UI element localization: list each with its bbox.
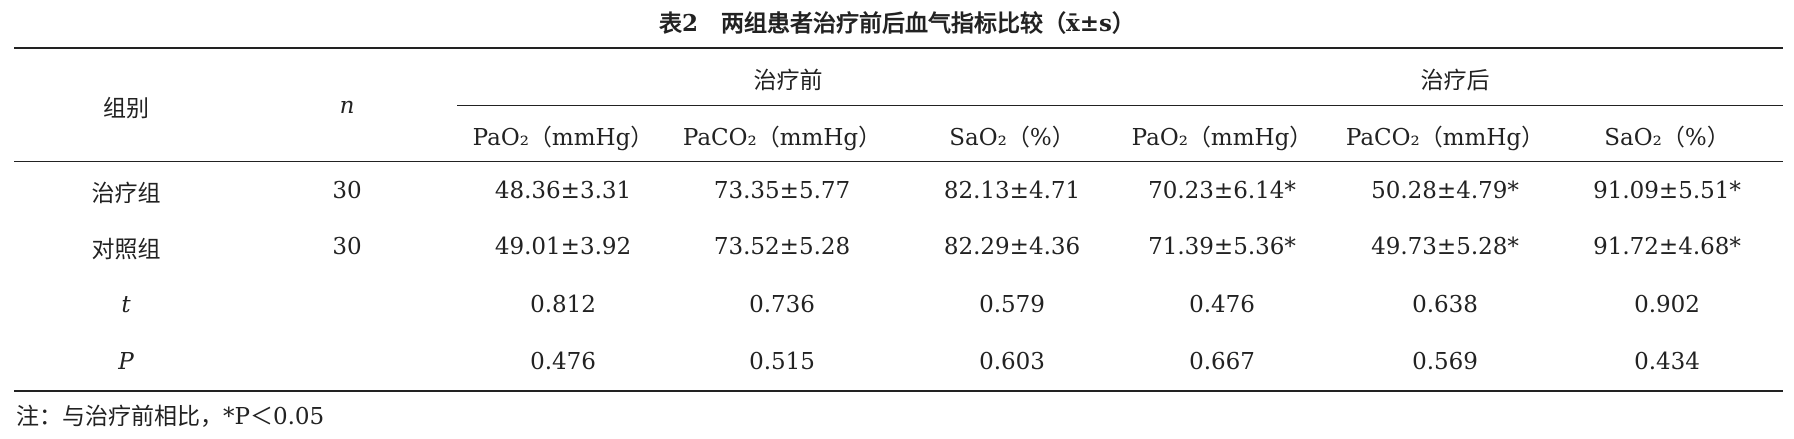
table-cell: 0.812: [530, 292, 596, 318]
header-cell: n: [339, 93, 355, 119]
table-cell: 30: [332, 234, 362, 260]
table-cell: 0.515: [749, 349, 815, 375]
table-cell: 0.579: [979, 292, 1045, 318]
table-cell: 82.29±4.36: [943, 234, 1081, 260]
table-cell: 91.09±5.51*: [1593, 178, 1741, 204]
row-label: 治疗组: [91, 181, 161, 207]
header-group: 治疗前: [753, 68, 823, 94]
row-label: 对照组: [91, 237, 161, 263]
table-cell: 91.72±4.68*: [1593, 234, 1741, 260]
table-cell: 73.35±5.77: [713, 178, 851, 204]
table-title: 表2 两组患者治疗前后血气指标比较（x̄±s）: [659, 10, 1135, 37]
table-cell: 0.667: [1189, 349, 1255, 375]
table-cell: 0.434: [1634, 349, 1700, 375]
header-cell: 组别: [103, 96, 149, 122]
table-cell: 71.39±5.36*: [1148, 234, 1296, 260]
table-cell: 0.902: [1634, 292, 1700, 318]
table-cell: 0.603: [979, 349, 1045, 375]
table-note: 注：与治疗前相比，*P＜0.05: [16, 404, 325, 430]
group-rule: [457, 105, 1783, 106]
header-cell: PaO₂（mmHg）: [1131, 125, 1313, 151]
header-cell: PaO₂（mmHg）: [472, 125, 654, 151]
header-group: 治疗后: [1420, 68, 1490, 94]
table-cell: 48.36±3.31: [494, 178, 632, 204]
row-label: P: [118, 349, 134, 375]
top-rule: [14, 47, 1783, 49]
header-rule: [14, 161, 1783, 162]
table-cell: 0.736: [749, 292, 815, 318]
bottom-rule: [14, 390, 1783, 392]
table-cell: 0.569: [1412, 349, 1478, 375]
table-cell: 70.23±6.14*: [1148, 178, 1296, 204]
table-cell: 50.28±4.79*: [1371, 178, 1519, 204]
table-cell: 73.52±5.28: [713, 234, 851, 260]
header-cell: SaO₂（%）: [1604, 125, 1730, 151]
row-label: t: [121, 292, 131, 318]
header-cell: PaCO₂（mmHg）: [682, 125, 882, 151]
table-cell: 0.476: [530, 349, 596, 375]
table-cell: 0.638: [1412, 292, 1478, 318]
table-cell: 49.01±3.92: [494, 234, 632, 260]
header-cell: PaCO₂（mmHg）: [1345, 125, 1545, 151]
table-cell: 82.13±4.71: [943, 178, 1081, 204]
table-cell: 30: [332, 178, 362, 204]
table-cell: 0.476: [1189, 292, 1255, 318]
table-cell: 49.73±5.28*: [1371, 234, 1519, 260]
header-cell: SaO₂（%）: [949, 125, 1075, 151]
